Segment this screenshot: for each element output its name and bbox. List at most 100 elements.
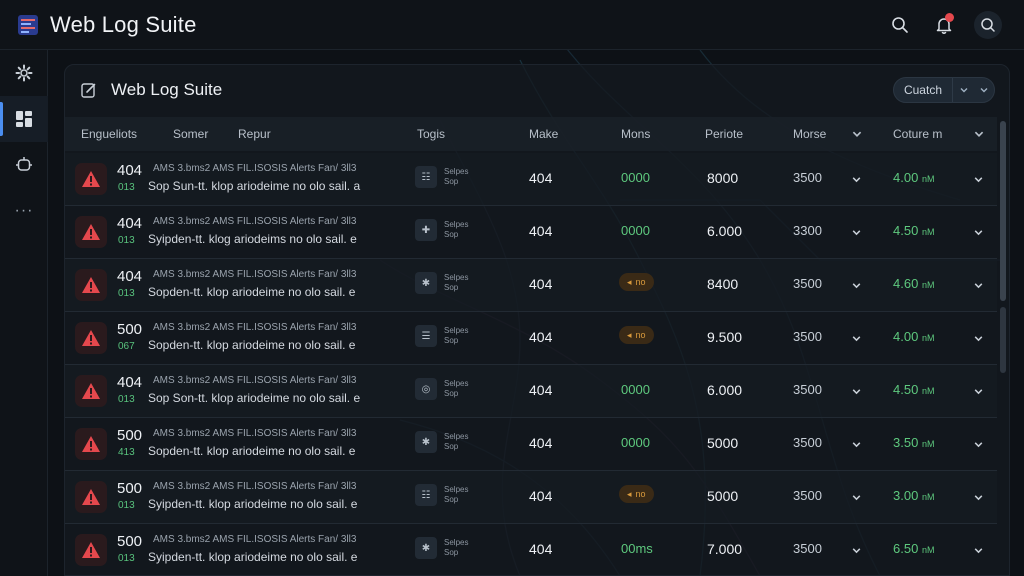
column-header[interactable]: Togis: [417, 127, 446, 141]
table-row[interactable]: 500 013 AMS 3.bms2 AMS FIL.ISOSIS Alerts F…: [65, 471, 997, 524]
coture-number: 6.50: [893, 541, 919, 556]
scroll-thumb[interactable]: [1000, 121, 1006, 301]
mons-text: 0000: [621, 382, 650, 397]
row-expand-toggle[interactable]: [851, 543, 862, 561]
log-meta: AMS 3.bms2 AMS FIL.ISOSIS Alerts Fan/ 3l…: [153, 163, 357, 174]
table-row[interactable]: 404 013 AMS 3.bms2 AMS FIL.ISOSIS Alerts F…: [65, 153, 997, 206]
table-row[interactable]: 500 067 AMS 3.bms2 AMS FIL.ISOSIS Alerts F…: [65, 312, 997, 365]
rail-item-dashboard[interactable]: [0, 96, 48, 142]
column-header[interactable]: Somer: [173, 127, 209, 141]
side-rail: ···: [0, 50, 48, 576]
chevron-down-icon: [852, 230, 861, 236]
status-subcode: 013: [118, 500, 135, 511]
tag-icon[interactable]: ✱: [415, 537, 437, 559]
error-icon: [75, 481, 107, 513]
row-expand-toggle[interactable]: [851, 331, 862, 349]
log-meta: AMS 3.bms2 AMS FIL.ISOSIS Alerts Fan/ 3l…: [153, 322, 357, 333]
status-code: 500: [117, 480, 143, 497]
status-subcode: 013: [118, 288, 135, 299]
switch-dropdown[interactable]: [952, 78, 974, 102]
error-icon: [75, 428, 107, 460]
notifications-button[interactable]: [922, 3, 966, 47]
periote-value: 8400: [707, 276, 739, 292]
status-code: 404: [117, 268, 143, 285]
row-expand-toggle[interactable]: [851, 384, 862, 402]
tag-icon[interactable]: ✱: [415, 272, 437, 294]
column-header[interactable]: Mons: [621, 127, 651, 141]
switch-control[interactable]: Cuatch: [892, 77, 995, 103]
chevron-down-icon: [852, 548, 861, 554]
table-row[interactable]: 404 013 AMS 3.bms2 AMS FIL.ISOSIS Alerts F…: [65, 365, 997, 418]
global-search-button[interactable]: [966, 3, 1010, 47]
app-logo-icon[interactable]: [16, 13, 40, 37]
column-header[interactable]: Repur: [238, 127, 271, 141]
chevron-down-icon: [974, 177, 983, 183]
error-icon: [75, 534, 107, 566]
tag-icon[interactable]: ☷: [415, 484, 437, 506]
mons-text: 00ms: [621, 541, 653, 556]
row-detail-toggle[interactable]: [973, 225, 984, 243]
periote-value: 5000: [707, 435, 739, 451]
table-row[interactable]: 404 013 AMS 3.bms2 AMS FIL.ISOSIS Alerts F…: [65, 206, 997, 259]
row-detail-toggle[interactable]: [973, 543, 984, 561]
tag-icon[interactable]: ✱: [415, 431, 437, 453]
row-expand-toggle[interactable]: [851, 225, 862, 243]
switch-button[interactable]: Cuatch: [903, 83, 942, 97]
log-panel: Web Log Suite Cuatch Engueliots Somer Re…: [64, 64, 1010, 576]
chevron-down-icon: [852, 283, 861, 289]
coture-unit: nM: [921, 174, 935, 184]
scroll-thumb-secondary[interactable]: [1000, 307, 1006, 373]
column-header[interactable]: Coture m: [893, 127, 943, 141]
edit-icon[interactable]: [79, 80, 99, 100]
column-header[interactable]: Morse: [793, 127, 827, 141]
log-meta: AMS 3.bms2 AMS FIL.ISOSIS Alerts Fan/ 3l…: [153, 481, 357, 492]
table-row[interactable]: 404 013 AMS 3.bms2 AMS FIL.ISOSIS Alerts F…: [65, 259, 997, 312]
coture-value: 4.50 nM: [893, 382, 934, 397]
row-detail-toggle[interactable]: [973, 331, 984, 349]
table-row[interactable]: 500 013 AMS 3.bms2 AMS FIL.ISOSIS Alerts F…: [65, 524, 997, 575]
tag-icon[interactable]: ◎: [415, 378, 437, 400]
periote-value: 9.500: [707, 329, 743, 345]
log-message: Sopden-tt. klop ariodeime no olo sail. e: [148, 338, 356, 352]
switch-more-dropdown[interactable]: [974, 78, 994, 102]
make-value: 404: [529, 223, 553, 239]
search-button[interactable]: [878, 3, 922, 47]
scrollbar[interactable]: [1000, 117, 1006, 567]
row-detail-toggle[interactable]: [973, 278, 984, 296]
chevron-down-icon: [852, 336, 861, 342]
row-expand-toggle[interactable]: [851, 278, 862, 296]
chevron-down-icon[interactable]: [851, 128, 863, 140]
mons-text: no: [635, 330, 646, 340]
tag-label: Selpes Sop: [444, 273, 469, 292]
rail-item-settings[interactable]: [0, 50, 48, 96]
row-detail-toggle[interactable]: [973, 384, 984, 402]
row-detail-toggle[interactable]: [973, 490, 984, 508]
coture-unit: nM: [921, 439, 935, 449]
tag-icon[interactable]: ☷: [415, 166, 437, 188]
status-subcode: 013: [118, 235, 135, 246]
row-expand-toggle[interactable]: [851, 437, 862, 455]
column-header[interactable]: Engueliots: [81, 127, 138, 141]
chevron-down-icon: [974, 389, 983, 395]
row-expand-toggle[interactable]: [851, 172, 862, 190]
chevron-down-icon[interactable]: [973, 128, 985, 140]
status-subcode: 013: [118, 553, 135, 564]
tag-label: Selpes Sop: [444, 167, 469, 186]
mons-value: ◂ no: [619, 485, 654, 503]
row-detail-toggle[interactable]: [973, 437, 984, 455]
row-detail-toggle[interactable]: [973, 172, 984, 190]
status-code: 500: [117, 427, 143, 444]
tag-icon[interactable]: ✚: [415, 219, 437, 241]
table-header: Engueliots Somer Repur Togis Make Mons P…: [65, 117, 997, 151]
chevron-down-icon: [974, 283, 983, 289]
search-icon: [974, 10, 1002, 39]
row-expand-toggle[interactable]: [851, 490, 862, 508]
rail-item-more[interactable]: ···: [0, 188, 48, 234]
rail-item-plugins[interactable]: [0, 142, 48, 188]
column-header[interactable]: Make: [529, 127, 559, 141]
log-message: Sopden-tt. klop ariodeime no olo sail. e: [148, 285, 356, 299]
panel-title: Web Log Suite: [111, 80, 223, 99]
table-row[interactable]: 500 413 AMS 3.bms2 AMS FIL.ISOSIS Alerts F…: [65, 418, 997, 471]
tag-icon[interactable]: ☰: [415, 325, 437, 347]
column-header[interactable]: Periote: [705, 127, 744, 141]
